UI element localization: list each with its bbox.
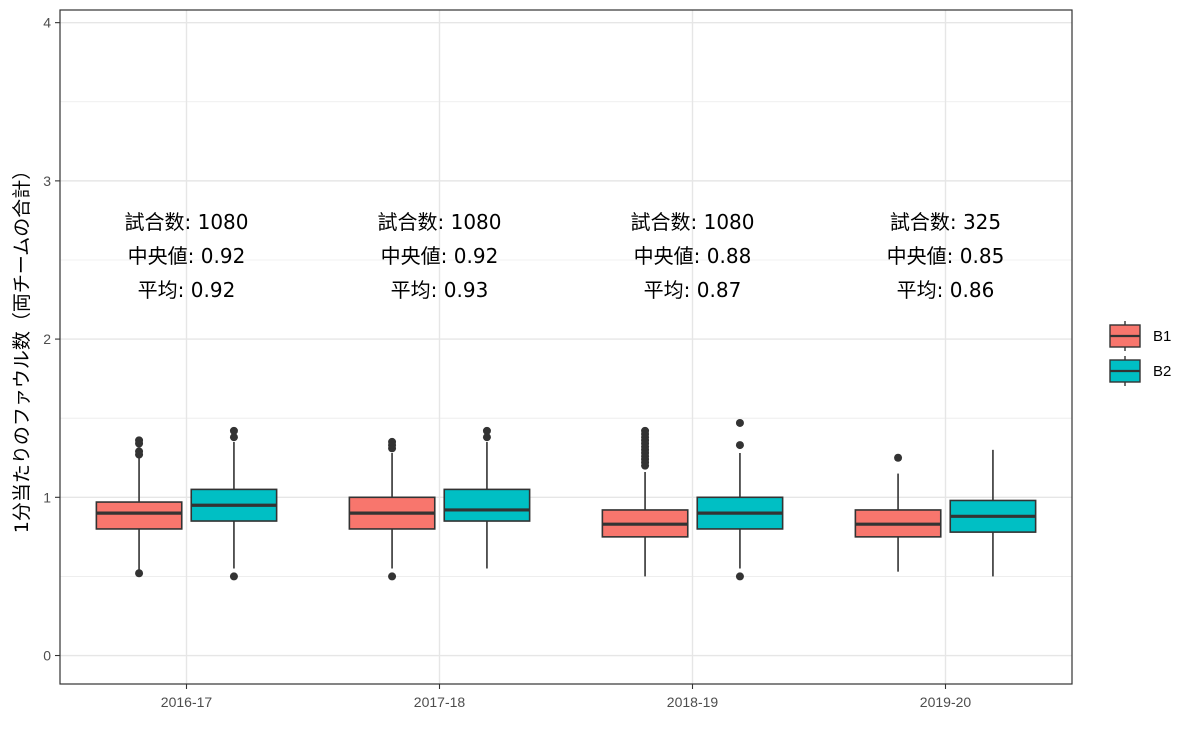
boxes-layer <box>95 418 1037 581</box>
annotation-line: 試合数: 1080 <box>125 210 249 234</box>
annotation-line: 平均: 0.93 <box>391 278 489 302</box>
box-B1-2018-19 <box>601 426 689 577</box>
outlier-point <box>388 437 397 446</box>
box-B2-2017-18 <box>443 426 531 569</box>
plot-border <box>59 9 1073 685</box>
y-tick-label: 1 <box>43 489 51 505</box>
outlier-point <box>229 426 238 435</box>
outlier-point <box>482 433 491 442</box>
annotation-line: 平均: 0.86 <box>897 278 995 302</box>
x-axis: 2016-17 2017-18 2018-19 2019-20 <box>161 684 972 710</box>
box-B1-2017-18 <box>348 437 436 581</box>
box-B2-2019-20 <box>949 449 1037 577</box>
outlier-point <box>388 572 397 581</box>
legend-label: B1 <box>1153 328 1171 345</box>
box-B1-2019-20 <box>854 453 942 572</box>
outlier-point <box>135 569 144 578</box>
y-axis-title: 1分当たりのファウル数（両チームの合計） <box>11 161 33 534</box>
y-tick-label: 2 <box>43 331 51 347</box>
annotation-line: 試合数: 325 <box>890 210 1001 234</box>
y-tick-label: 0 <box>43 648 51 664</box>
outlier-point <box>229 572 238 581</box>
annotation-line: 試合数: 1080 <box>378 210 502 234</box>
y-axis: 0 1 2 3 4 <box>43 15 60 664</box>
x-tick-label: 2018-19 <box>667 694 719 710</box>
box-iqr <box>443 488 531 522</box>
legend-key-B2 <box>1109 356 1141 386</box>
outlier-point <box>735 441 744 450</box>
outlier-point <box>135 436 144 445</box>
outlier-point <box>482 426 491 435</box>
legend-key-B1 <box>1109 321 1141 351</box>
y-tick-label: 4 <box>43 15 51 31</box>
annotations-layer: 試合数: 1080 中央値: 0.92 平均: 0.92 試合数: 1080 中央値: … <box>125 210 1005 302</box>
box-B2-2018-19 <box>696 418 784 581</box>
x-tick-label: 2017-18 <box>414 694 466 710</box>
annotation-line: 平均: 0.87 <box>644 278 742 302</box>
x-tick-label: 2016-17 <box>161 694 213 710</box>
box-iqr <box>95 501 183 530</box>
annotation-line: 平均: 0.92 <box>138 278 236 302</box>
box-B1-2016-17 <box>95 436 183 578</box>
outlier-point <box>735 418 744 427</box>
annotation-line: 中央値: 0.92 <box>128 244 246 268</box>
plot-background <box>60 10 1072 684</box>
box-B2-2016-17 <box>190 426 278 581</box>
annotation-line: 中央値: 0.85 <box>887 244 1005 268</box>
legend-label: B2 <box>1153 363 1171 380</box>
y-tick-label: 3 <box>43 173 51 189</box>
annotation-line: 中央値: 0.92 <box>381 244 499 268</box>
outlier-point <box>735 572 744 581</box>
outlier-point <box>229 433 238 442</box>
outlier-point <box>894 453 903 462</box>
annotation-line: 試合数: 1080 <box>631 210 755 234</box>
outlier-point <box>641 426 650 435</box>
x-tick-label: 2019-20 <box>920 694 972 710</box>
outlier-point <box>135 447 144 456</box>
annotation-line: 中央値: 0.88 <box>634 244 752 268</box>
legend: B1 B2 <box>1109 321 1171 386</box>
